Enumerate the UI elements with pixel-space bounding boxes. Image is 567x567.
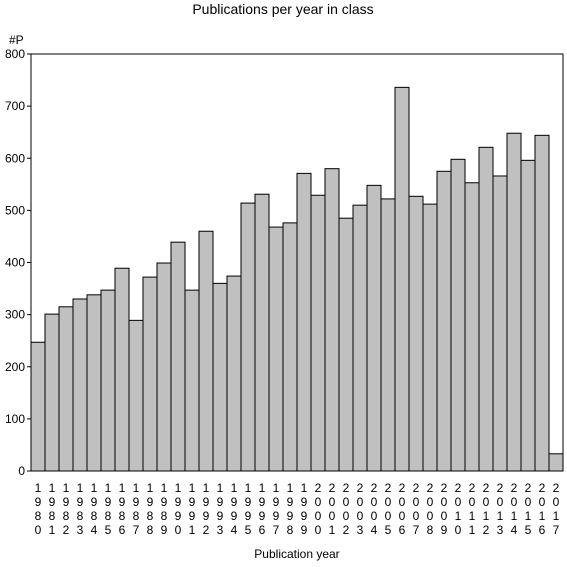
bar-2012 [478, 146, 494, 472]
bar-1991 [184, 289, 200, 472]
bars-group [30, 86, 564, 472]
bar-2006 [394, 86, 410, 472]
bar-2008 [422, 203, 438, 472]
plot-frame [30, 53, 564, 472]
y-tick-label: 800 [5, 47, 25, 61]
y-axis-label: #P [9, 33, 24, 47]
bar-2007 [408, 195, 424, 472]
bar-1992 [198, 230, 214, 472]
bar-2001 [324, 168, 340, 472]
bar-1984 [86, 294, 102, 472]
bar-2014 [506, 132, 522, 472]
bar-2009 [436, 170, 452, 472]
y-axis-ticks: 0 100 200 300 400 500 600 700 800 [5, 47, 31, 478]
bar-1989 [156, 262, 172, 472]
y-tick-label: 500 [5, 203, 25, 217]
bar-2003 [352, 204, 368, 472]
bar-1986 [114, 267, 130, 472]
y-tick-label: 200 [5, 360, 25, 374]
bar-1997 [268, 226, 284, 472]
bar-1990 [170, 241, 186, 472]
chart-title: Publications per year in class [192, 1, 373, 17]
bar-1993 [212, 282, 228, 472]
bar-2004 [366, 184, 382, 472]
bar-2015 [520, 159, 536, 472]
bar-1980 [30, 341, 46, 472]
bar-1985 [100, 289, 116, 472]
bar-2016 [534, 134, 550, 472]
bar-1998 [282, 222, 298, 472]
bar-1982 [58, 306, 74, 472]
bar-1981 [44, 313, 60, 472]
bar-1996 [254, 193, 270, 472]
bar-1987 [128, 319, 144, 472]
bar-2005 [380, 198, 396, 472]
y-tick-label: 600 [5, 151, 25, 165]
bar-1999 [296, 172, 312, 472]
bar-1995 [240, 202, 256, 472]
y-tick-label: 100 [5, 412, 25, 426]
bar-2000 [310, 194, 326, 472]
x-axis-ticks: 1 9 8 0 1 9 8 1 1 9 8 2 1 9 8 3 1 9 8 4 1 9 8 5 1 9 8 6 1 9 8 7 1 9 8 8 1 9 8 9… [35, 481, 560, 537]
bar-2013 [492, 175, 508, 472]
y-tick-label: 700 [5, 99, 25, 113]
bar-2011 [464, 182, 480, 472]
bar-1983 [72, 298, 88, 472]
bar-2017 [548, 453, 564, 472]
y-tick-label: 400 [5, 256, 25, 270]
x-axis-label: Publication year [254, 547, 339, 561]
y-tick-label: 300 [5, 308, 25, 322]
bar-2010 [450, 158, 466, 472]
bar-1988 [142, 276, 158, 472]
y-tick-label: 0 [18, 464, 25, 478]
bar-2002 [338, 217, 354, 472]
bar-1994 [226, 275, 242, 472]
